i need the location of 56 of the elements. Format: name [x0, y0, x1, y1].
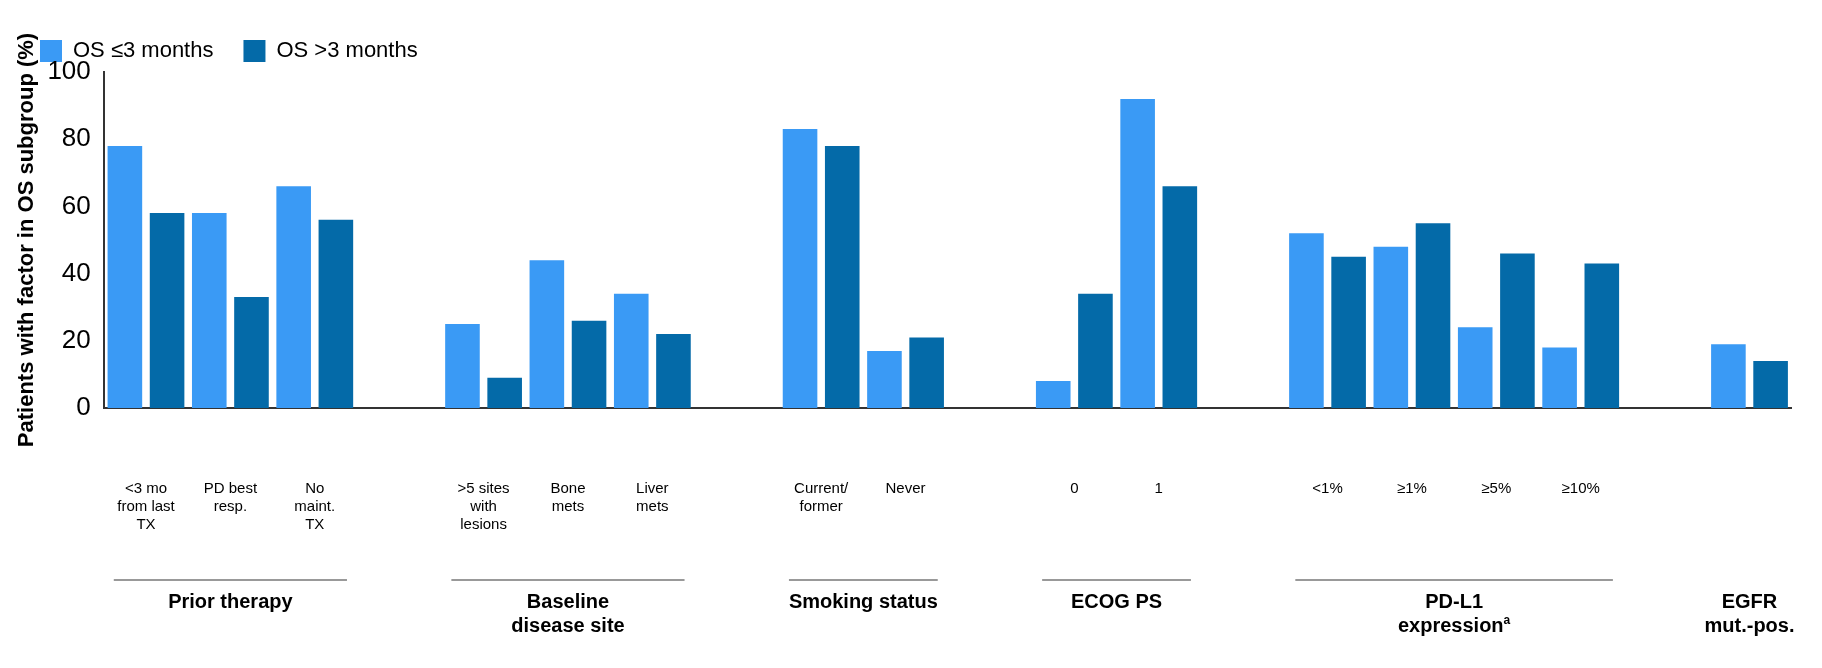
bar: [909, 337, 944, 408]
x-tick-label: Never: [885, 479, 926, 497]
y-axis-title: Patients with factor in OS subgroup (%): [13, 32, 39, 448]
bar: [1162, 186, 1198, 408]
bar: [1120, 98, 1155, 408]
bar: [1542, 347, 1577, 408]
x-tick-label: >5 sites with lesions: [457, 479, 510, 533]
bar: [613, 293, 649, 408]
bar: [1500, 253, 1535, 408]
bar: [656, 334, 691, 408]
x-tick-label: Current/ former: [794, 479, 850, 515]
y-tick-label: 0: [76, 391, 91, 422]
text: Prior therapy: [168, 590, 294, 612]
x-tick-label: <3 mo from last TX: [117, 479, 176, 533]
x-tick-label: No maint. TX: [294, 479, 336, 533]
bar: [782, 129, 818, 408]
bar: [487, 377, 522, 408]
bar: [571, 320, 607, 408]
bar: [1753, 360, 1788, 408]
x-tick-label: ≥10%: [1561, 479, 1600, 497]
bar: [824, 145, 860, 408]
x-tick-label: 1: [1154, 479, 1163, 497]
y-tick-label: 60: [61, 189, 91, 220]
bar: [1457, 327, 1493, 408]
bar: [1078, 293, 1113, 408]
y-tick-label: 40: [61, 256, 91, 287]
bar: [318, 219, 354, 408]
bar: [191, 213, 227, 408]
bar: [445, 324, 480, 408]
x-tick-label: 0: [1070, 479, 1079, 497]
x-tick-label: PD best resp.: [203, 479, 258, 515]
x-tick-label: <1%: [1312, 479, 1343, 497]
x-tick-label: Bone mets: [550, 479, 586, 515]
bar: [1289, 233, 1324, 408]
bar: [867, 350, 902, 408]
x-tick-label: ≥1%: [1396, 479, 1427, 497]
bar: [1373, 246, 1409, 408]
bar: [1711, 344, 1746, 408]
y-tick-label: 20: [61, 323, 91, 354]
text: EGFR mut.-pos.: [1704, 590, 1795, 636]
bar: [1331, 256, 1366, 408]
bar: [276, 186, 311, 408]
bar: [107, 145, 143, 408]
x-tick-label: Liver mets: [636, 479, 669, 515]
text: Smoking status: [788, 590, 938, 612]
text: ECOG PS: [1070, 590, 1163, 612]
legend-label: OS >3 months: [276, 37, 418, 63]
bar: [529, 260, 565, 408]
text: Baseline disease site: [511, 590, 625, 636]
x-tick-label: ≥5%: [1481, 479, 1512, 497]
bar: [1035, 381, 1071, 408]
bar: [1415, 223, 1451, 408]
bar: [1584, 263, 1620, 408]
bar: [149, 213, 185, 408]
bar: [234, 297, 269, 408]
y-tick-label: 80: [61, 122, 91, 153]
